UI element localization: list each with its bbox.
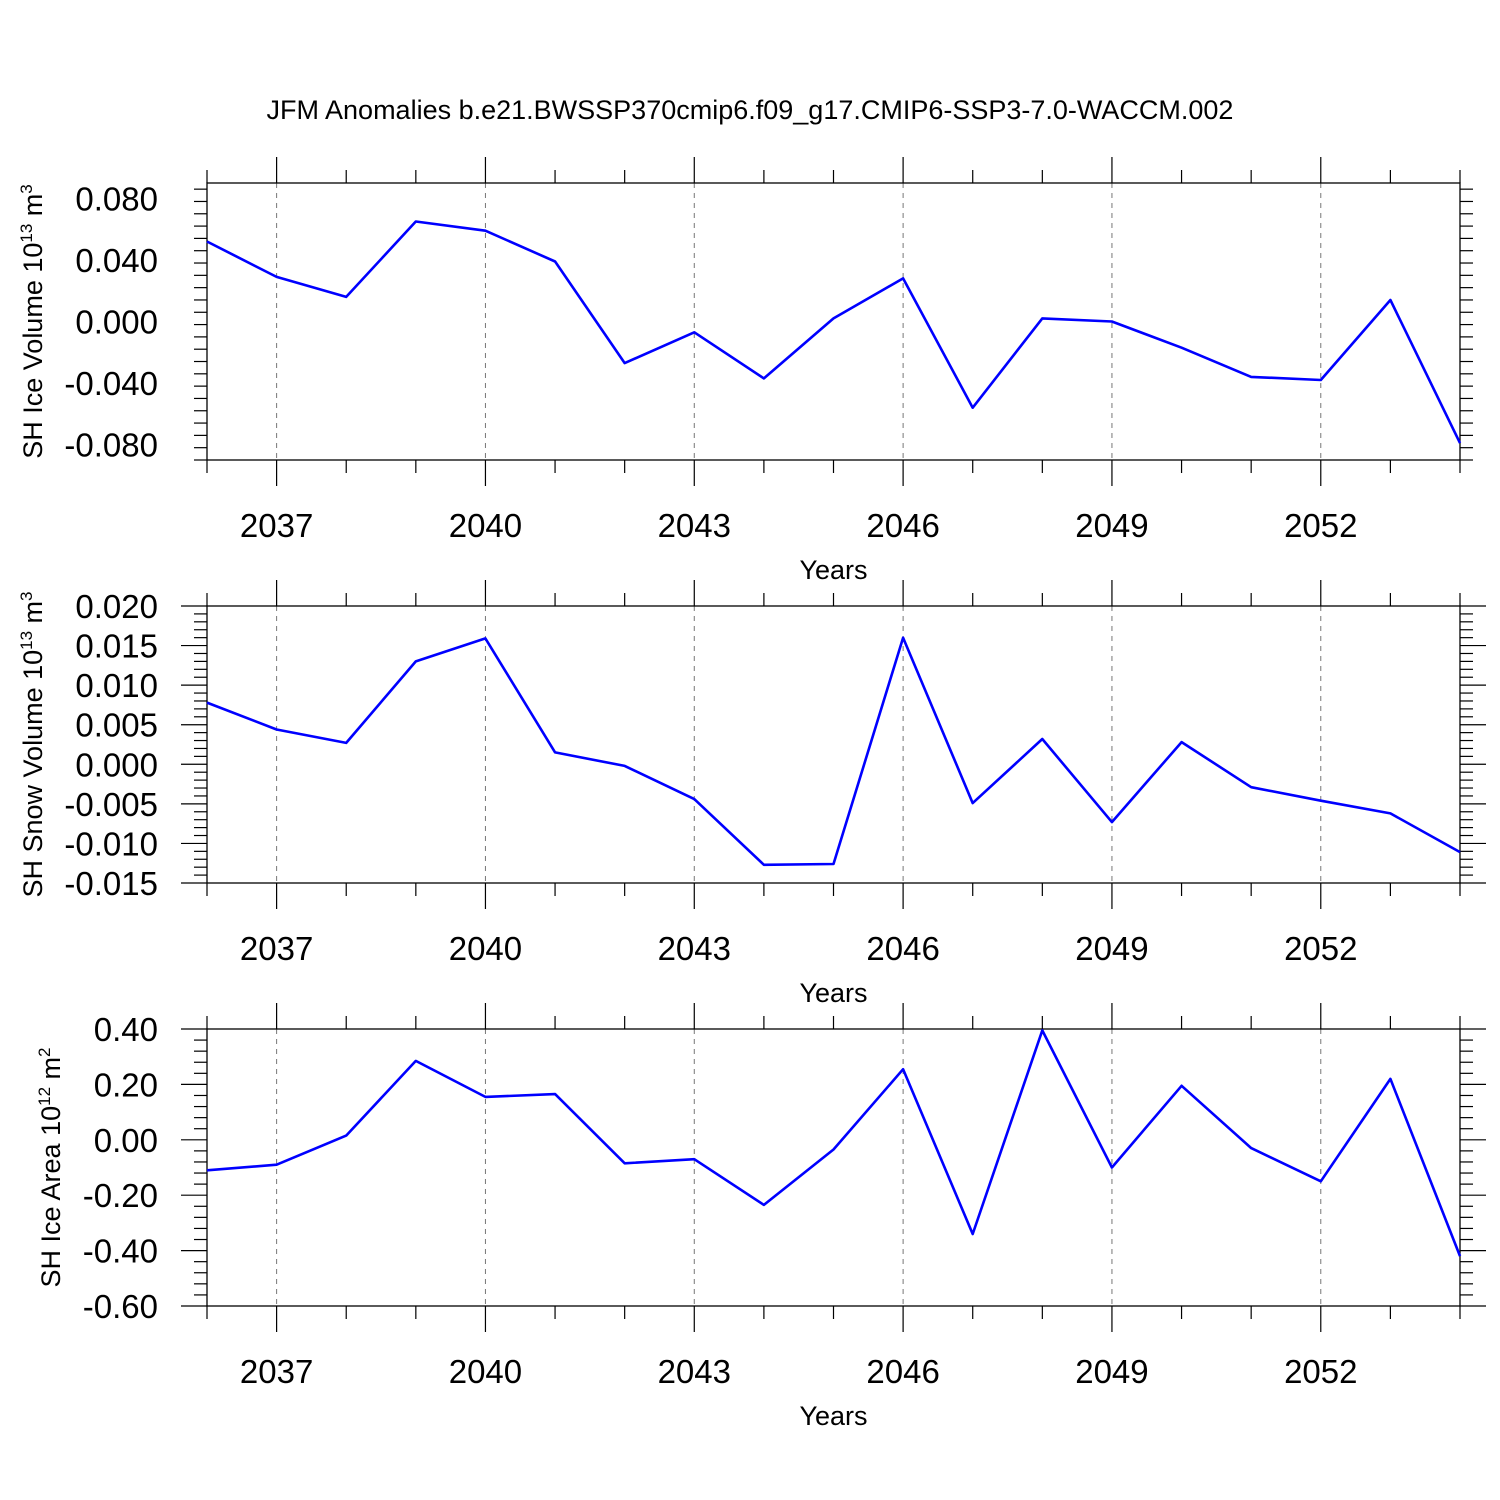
y-tick-label: -0.080 [64,427,158,464]
series-line [206,220,1462,444]
y-tick-label: -0.010 [64,825,158,862]
y-tick-label: 0.040 [75,242,158,279]
y-tick-label: 0.020 [75,588,158,625]
y-tick-label: 0.015 [75,628,158,665]
x-tick-label: 2052 [1284,930,1357,967]
x-tick-label: 2046 [866,507,939,544]
y-tick-label: -0.40 [83,1233,158,1270]
x-tick-label: 2046 [866,930,939,967]
x-tick-label: 2037 [240,1353,313,1390]
series-line [206,636,1461,867]
y-axis-title: SH Snow Volume 1013 m3 [17,591,48,897]
y-tick-label: 0.20 [94,1066,158,1103]
x-tick-label: 2040 [449,930,522,967]
x-tick-label: 2043 [658,507,731,544]
x-tick-label: 2049 [1075,930,1148,967]
x-tick-label: 2043 [658,1353,731,1390]
y-tick-label: 0.080 [75,180,158,217]
x-tick-label: 2040 [449,1353,522,1390]
chart-panel-3: 0.40 0.20 0.00 -0.20 -0.40 -0.60 2037 2040 2043 2… [35,1003,1486,1431]
x-tick-label: 2052 [1284,507,1357,544]
x-tick-label: 2043 [658,930,731,967]
y-tick-label: 0.000 [75,746,158,783]
figure-title: JFM Anomalies b.e21.BWSSP370cmip6.f09_g1… [267,95,1234,125]
chart-panel-2: 0.0200.0150.0100.0050.000-0.005-0.010-0.… [17,580,1486,1008]
panels-container: 0.080 0.040 0.000 -0.040 -0.080 2037 2040 2043 2… [17,157,1486,1431]
chart-panel-1: 0.080 0.040 0.000 -0.040 -0.080 2037 2040 2043 2… [17,157,1473,585]
y-tick-label: 0.010 [75,667,158,704]
x-tick-label: 2052 [1284,1353,1357,1390]
y-tick-label: -0.60 [83,1288,158,1325]
x-axis-title: Years [799,555,867,585]
series-line [206,1029,1462,1257]
y-tick-label: -0.015 [64,865,158,902]
x-tick-label: 2046 [866,1353,939,1390]
y-tick-label: -0.040 [64,365,158,402]
y-tick-label: 0.005 [75,707,158,744]
y-tick-label: 0.000 [75,304,158,341]
x-tick-label: 2037 [240,507,313,544]
x-axis-title: Years [799,1401,867,1431]
y-axis-title: SH Ice Volume 1013 m3 [17,184,48,459]
y-tick-label: -0.20 [83,1177,158,1214]
y-axis-title: SH Ice Area 1012 m2 [35,1048,66,1288]
x-tick-label: 2049 [1075,1353,1148,1390]
x-tick-label: 2037 [240,930,313,967]
x-tick-label: 2040 [449,507,522,544]
y-tick-label: 0.00 [94,1122,158,1159]
y-tick-label: 0.40 [94,1011,158,1048]
y-tick-label: -0.005 [64,786,158,823]
x-axis-title: Years [799,978,867,1008]
x-tick-label: 2049 [1075,507,1148,544]
